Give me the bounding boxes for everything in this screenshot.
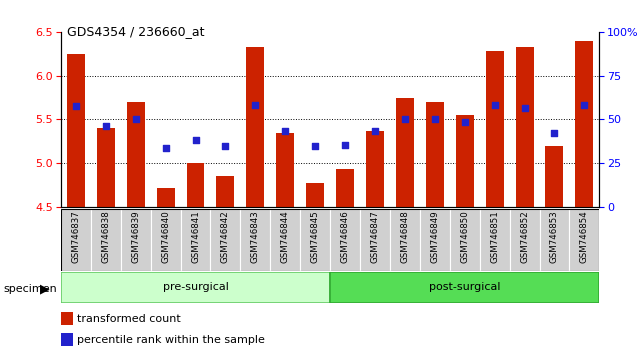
Bar [515,47,533,207]
Bar [576,41,594,207]
Bar [360,209,390,271]
Bar [210,209,240,271]
Bar [366,131,384,207]
Bar [61,272,330,303]
Bar [336,170,354,207]
Bar [479,209,510,271]
Bar [569,209,599,271]
Bar [187,163,204,207]
Bar [61,312,72,325]
Point [280,128,290,134]
Text: specimen: specimen [3,284,57,293]
Bar [390,209,420,271]
Bar [545,146,563,207]
Text: ▶: ▶ [40,282,50,295]
Point [160,145,171,150]
Bar [426,102,444,207]
Point [519,105,529,111]
Bar [330,272,599,303]
Bar [450,209,479,271]
Text: percentile rank within the sample: percentile rank within the sample [77,335,265,345]
Bar [97,128,115,207]
Bar [91,209,121,271]
Point [101,124,111,129]
Point [250,102,260,107]
Point [71,103,81,109]
Text: GSM746850: GSM746850 [460,211,469,263]
Text: GSM746854: GSM746854 [580,211,589,263]
Text: GSM746853: GSM746853 [550,211,559,263]
Bar [67,54,85,207]
Point [429,117,440,122]
Text: GSM746839: GSM746839 [131,211,140,263]
Bar [306,183,324,207]
Bar [486,51,504,207]
Point [131,117,141,122]
Text: GSM746837: GSM746837 [71,211,80,263]
Text: GDS4354 / 236660_at: GDS4354 / 236660_at [67,25,205,38]
Bar [61,333,72,346]
Bar [217,176,235,207]
Bar [540,209,569,271]
Text: GSM746849: GSM746849 [430,211,439,263]
Bar [271,209,300,271]
Bar [300,209,330,271]
Point [579,102,590,107]
Text: transformed count: transformed count [77,314,181,324]
Bar [510,209,540,271]
Text: GSM746840: GSM746840 [161,211,170,263]
Bar [61,209,91,271]
Bar [240,209,271,271]
Bar [151,209,181,271]
Point [340,142,350,148]
Text: GSM746848: GSM746848 [401,211,410,263]
Point [460,119,470,125]
Text: GSM746845: GSM746845 [311,211,320,263]
Point [190,137,201,142]
Bar [276,133,294,207]
Bar [127,102,145,207]
Bar [396,98,414,207]
Point [310,143,320,149]
Bar [246,47,264,207]
Point [400,117,410,122]
Bar [420,209,450,271]
Text: GSM746842: GSM746842 [221,211,230,263]
Text: GSM746844: GSM746844 [281,211,290,263]
Bar [156,188,174,207]
Point [549,130,560,136]
Bar [121,209,151,271]
Text: GSM746838: GSM746838 [101,211,110,263]
Text: post-surgical: post-surgical [429,282,501,292]
Point [490,102,500,107]
Point [370,128,380,134]
Text: GSM746852: GSM746852 [520,211,529,263]
Bar [181,209,210,271]
Text: GSM746841: GSM746841 [191,211,200,263]
Point [221,143,231,149]
Bar [330,209,360,271]
Bar [456,115,474,207]
Text: pre-surgical: pre-surgical [163,282,228,292]
Text: GSM746851: GSM746851 [490,211,499,263]
Text: GSM746847: GSM746847 [370,211,379,263]
Text: GSM746846: GSM746846 [340,211,349,263]
Text: GSM746843: GSM746843 [251,211,260,263]
